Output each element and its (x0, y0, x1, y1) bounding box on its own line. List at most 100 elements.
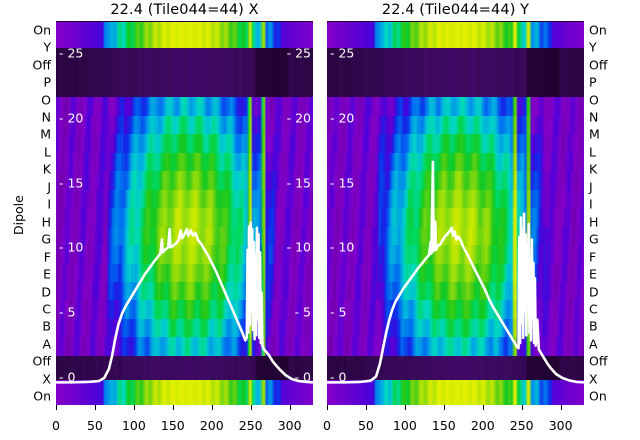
heatmap-row (56, 189, 313, 209)
category-label: K (589, 161, 598, 177)
x-tick-label: 250 (509, 418, 534, 433)
x-tick-label: 0 (323, 418, 331, 433)
heatmap-row (56, 115, 313, 135)
category-label: I (589, 196, 593, 212)
heatmap-row (327, 171, 584, 191)
category-label: X (589, 371, 598, 387)
category-label: On (589, 388, 607, 404)
category-label: O (41, 92, 51, 108)
x-tick-label: 150 (160, 418, 185, 433)
x-tick-label: 300 (548, 418, 573, 433)
heatmap-row (56, 396, 313, 405)
category-label: B (589, 318, 598, 334)
heatmap-band-gap-bottom (327, 355, 584, 381)
heatmap-row (56, 134, 313, 154)
category-label: On (33, 388, 51, 404)
category-label: On (589, 22, 607, 38)
category-label: F (43, 249, 51, 265)
category-label: Off (589, 353, 608, 369)
heatmap-panel-x[interactable]: - 25- 20- 15- 10- 5- 0- 25- 20- 15- 10- … (56, 21, 313, 405)
heatmap-row (56, 152, 313, 172)
heatmap-row (56, 208, 313, 228)
x-tick-mark (289, 405, 291, 410)
category-label: M (40, 126, 51, 142)
x-tick-label: 200 (199, 418, 224, 433)
category-label: Off (32, 353, 51, 369)
trace-path (327, 162, 584, 382)
x-tick-mark (211, 405, 213, 410)
category-label: P (589, 74, 597, 90)
panel-x-title: 22.4 (Tile044=44) X (110, 2, 259, 18)
category-label: G (41, 231, 51, 247)
x-tick-label: 0 (52, 418, 60, 433)
x-tick-mark (94, 405, 96, 410)
category-label: K (42, 161, 51, 177)
heatmap-row (56, 39, 313, 49)
x-tick-label: 50 (357, 418, 374, 433)
x-tick-mark (560, 405, 562, 410)
x-tick-mark (365, 405, 367, 410)
heatmap-row (327, 152, 584, 172)
panel-y-title: 22.4 (Tile044=44) Y (381, 2, 530, 18)
category-label: L (44, 144, 51, 160)
category-label: P (43, 74, 51, 90)
x-tick-mark (482, 405, 484, 410)
heatmap-row (327, 22, 584, 32)
heatmap-row (56, 388, 313, 398)
category-label: J (47, 179, 51, 195)
category-label: C (589, 301, 598, 317)
heatmap-row (327, 388, 584, 398)
x-tick-label: 100 (121, 418, 146, 433)
category-label: Off (589, 57, 608, 73)
category-label: C (42, 301, 51, 317)
x-tick-mark (327, 405, 328, 410)
category-label: G (589, 231, 599, 247)
heatmap-panel-y[interactable]: - 25- 20- 15- 10- 5- 0 (327, 21, 584, 405)
category-label: X (42, 371, 51, 387)
heatmap-band-gap-top (327, 48, 584, 98)
x-tick-label: 200 (470, 418, 495, 433)
category-axis-left: On Y Off P O N M L K J I H G F E D C B A Off X On (18, 21, 52, 405)
x-axis-panel-y: 0 50 100 150 200 250 300 (323, 405, 584, 439)
category-label: B (42, 318, 51, 334)
category-label: Off (32, 57, 51, 73)
heatmap-row (327, 115, 584, 135)
heatmap-band-gap-top (56, 48, 313, 98)
heatmap-row (327, 134, 584, 154)
heatmap-row (56, 380, 313, 390)
category-label: Y (43, 39, 51, 55)
heatmap-row (56, 22, 313, 32)
category-label: N (589, 109, 599, 125)
category-label: A (589, 336, 598, 352)
heatmap-row (327, 189, 584, 209)
x-tick-mark (56, 405, 57, 410)
category-label: D (589, 284, 599, 300)
heatmap-row (56, 97, 313, 117)
x-tick-mark (521, 405, 523, 410)
x-axis-panel-x: 0 50 100 150 200 250 300 (52, 405, 313, 439)
category-label: M (589, 126, 600, 142)
heatmap-row (327, 30, 584, 41)
category-label: F (589, 249, 597, 265)
category-label: H (589, 214, 599, 230)
panel-y-white-trace (327, 21, 584, 405)
x-tick-label: 100 (392, 418, 417, 433)
category-label: H (41, 214, 51, 230)
category-label: J (589, 179, 593, 195)
category-label: L (589, 144, 596, 160)
heatmap-row (56, 30, 313, 41)
x-tick-mark (172, 405, 174, 410)
heatmap-row (56, 337, 313, 357)
category-label: D (41, 284, 51, 300)
category-axis-right: On Y Off P O N M L K J I H G F E D C B A Off X On (586, 21, 620, 405)
category-label: O (589, 92, 599, 108)
heatmap-row (327, 380, 584, 390)
x-tick-mark (250, 405, 252, 410)
x-tick-label: 250 (238, 418, 263, 433)
category-label: Y (589, 39, 597, 55)
x-tick-mark (404, 405, 406, 410)
panel-y-plot-area (327, 21, 584, 405)
category-label: N (41, 109, 51, 125)
heatmap-row (327, 396, 584, 405)
